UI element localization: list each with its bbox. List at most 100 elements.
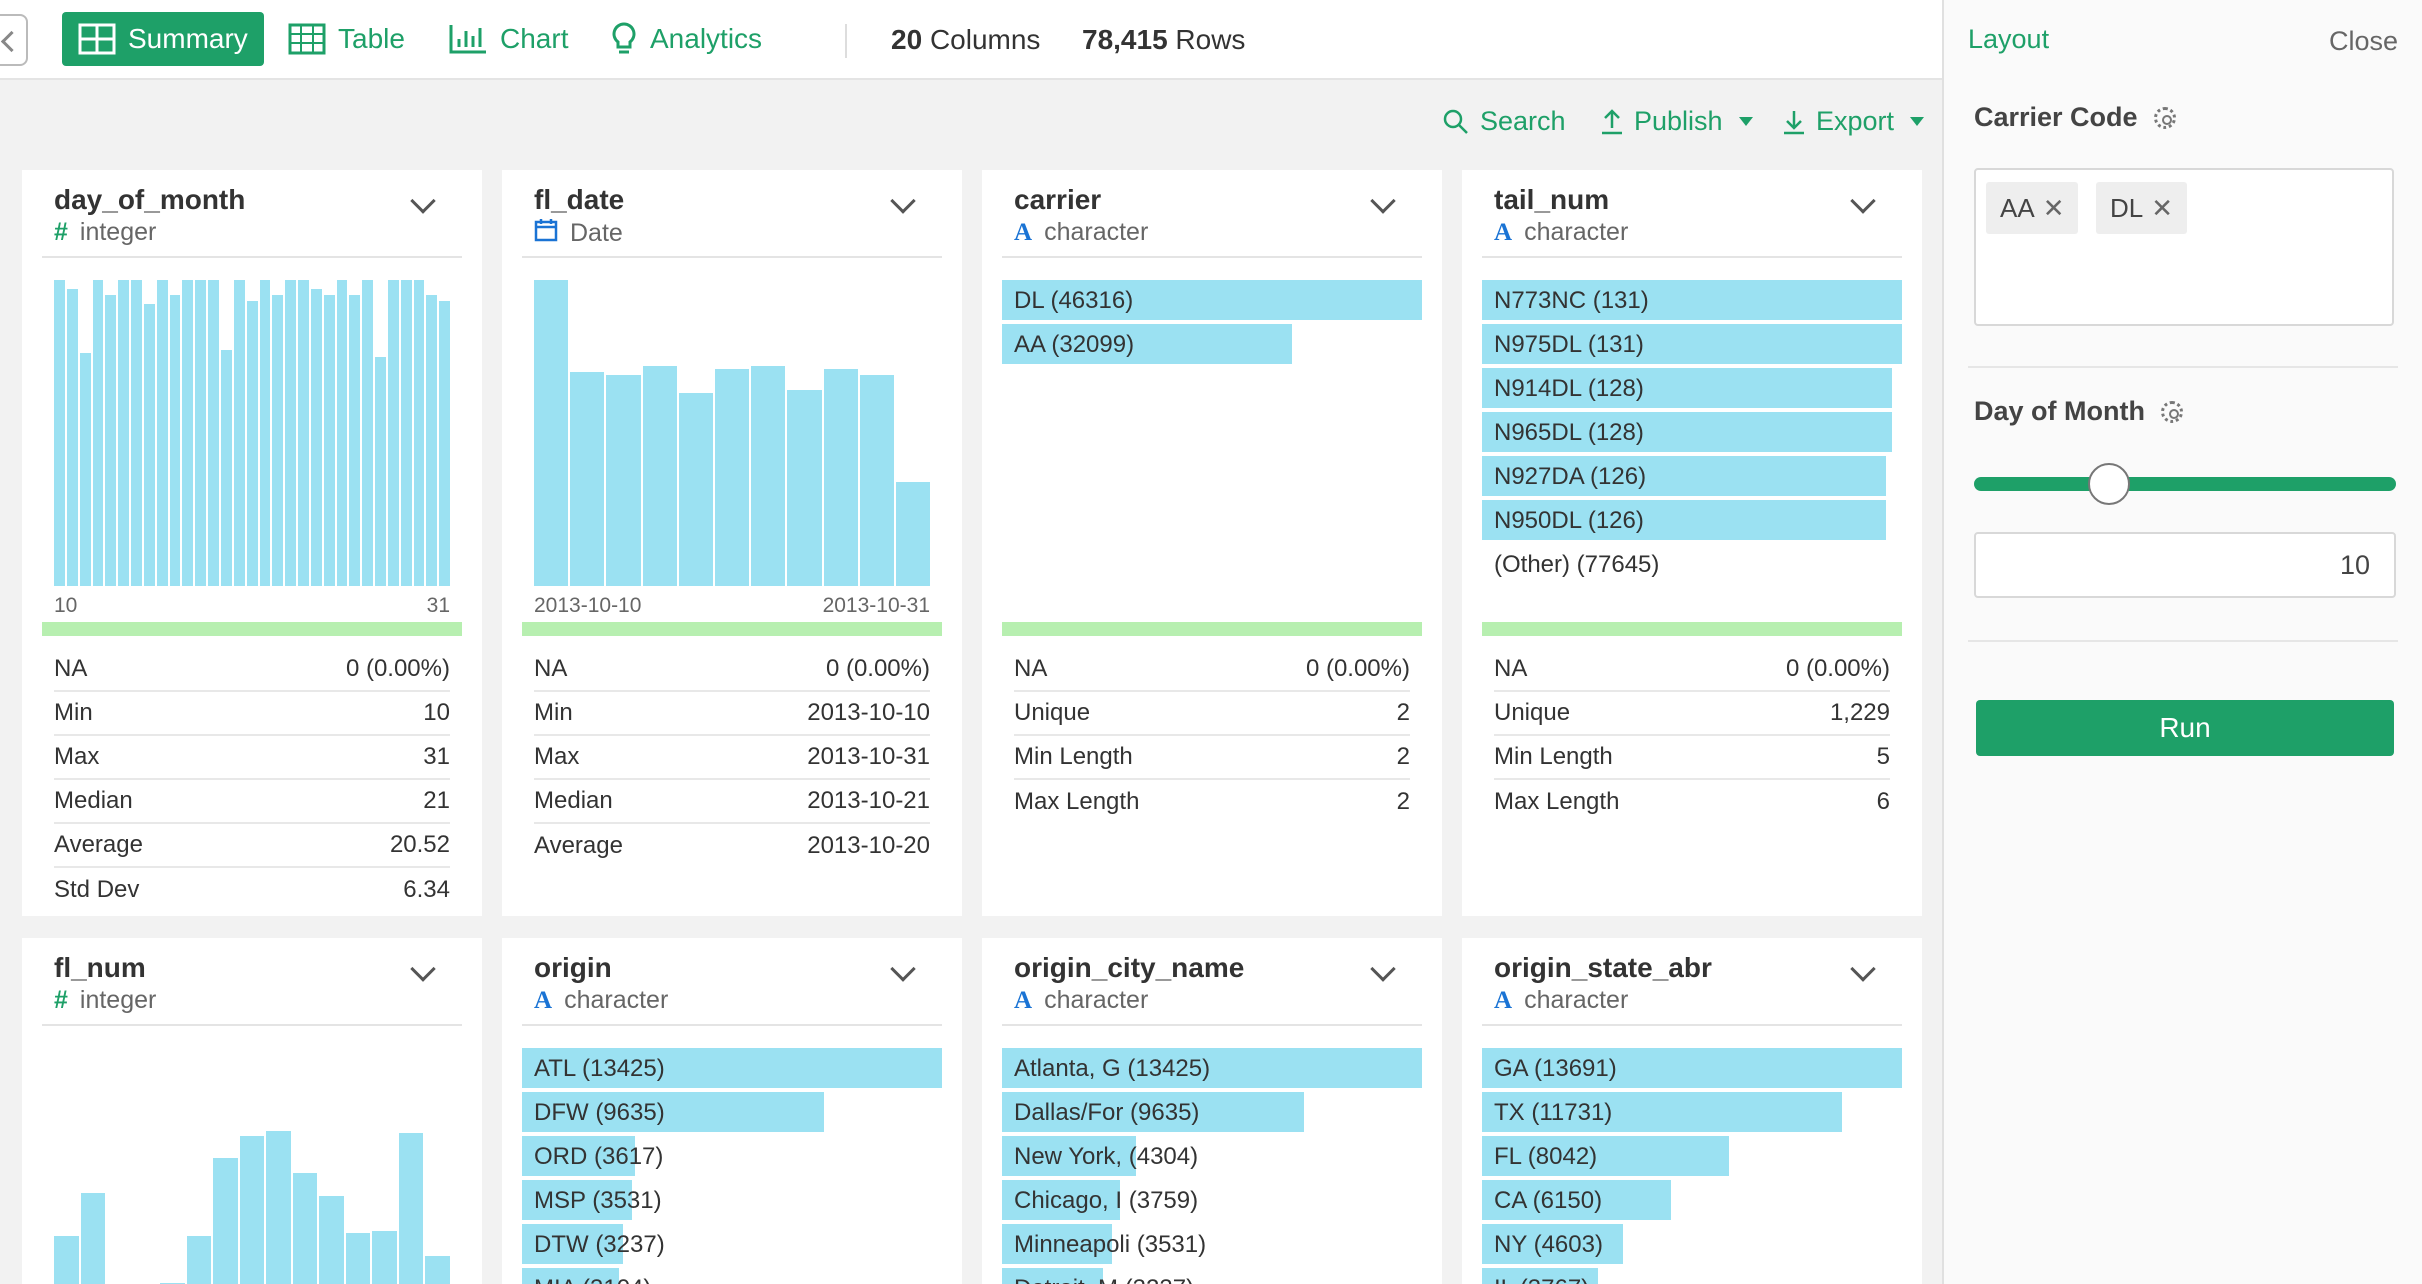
histogram-bar — [54, 1235, 79, 1284]
list-item[interactable]: ORD (3617) — [522, 1136, 942, 1176]
character-type-icon: A — [1494, 986, 1513, 1014]
list-item[interactable]: N965DL (128) — [1482, 412, 1902, 452]
list-item[interactable]: MSP (3531) — [522, 1180, 942, 1220]
histogram-bar — [323, 295, 335, 586]
publish-button[interactable]: Publish — [1600, 106, 1753, 137]
chevron-down-icon[interactable] — [890, 188, 916, 214]
histogram-bar — [272, 295, 284, 586]
list-item[interactable]: AA (32099) — [1002, 324, 1422, 364]
na-indicator-bar — [42, 622, 462, 636]
list-item[interactable]: New York, (4304) — [1002, 1136, 1422, 1176]
histogram — [534, 280, 931, 586]
list-item[interactable]: GA (13691) — [1482, 1048, 1902, 1088]
tab-table[interactable]: Table — [272, 12, 421, 66]
stat-row: NA 0 (0.00%) — [54, 648, 450, 692]
chevron-down-icon[interactable] — [410, 956, 436, 982]
list-item-label: ORD (3617) — [534, 1143, 664, 1170]
chevron-down-icon[interactable] — [1370, 956, 1396, 982]
list-item[interactable]: CA (6150) — [1482, 1180, 1902, 1220]
list-item[interactable]: MIA (3104) — [522, 1268, 942, 1284]
caret-down-icon — [1738, 117, 1753, 126]
column-name: day_of_month — [54, 184, 246, 215]
list-item[interactable]: FL (8042) — [1482, 1136, 1902, 1176]
list-item[interactable]: ATL (13425) — [522, 1048, 942, 1088]
frequency-bar — [522, 1224, 624, 1264]
list-item-label: DTW (3237) — [534, 1231, 665, 1258]
histogram-bar — [859, 374, 894, 586]
histogram-bar — [570, 371, 605, 586]
character-type-icon: A — [1494, 218, 1513, 246]
histogram-bar — [751, 365, 786, 586]
list-item[interactable]: DFW (9635) — [522, 1092, 942, 1132]
list-item[interactable]: NY (4603) — [1482, 1224, 1902, 1264]
column-type-label: character — [1044, 218, 1149, 246]
run-button[interactable]: Run — [1976, 700, 2394, 756]
character-type-icon: A — [534, 986, 553, 1014]
frequency-bar — [1482, 1224, 1624, 1264]
frequency-bar — [1482, 456, 1887, 496]
list-item[interactable]: Detroit, M (3237) — [1002, 1268, 1422, 1284]
slider-handle[interactable] — [2088, 463, 2131, 505]
list-item[interactable]: Atlanta, G (13425) — [1002, 1048, 1422, 1088]
histogram-bar — [400, 280, 412, 586]
tab-summary[interactable]: Summary — [62, 12, 264, 66]
column-name: fl_date — [534, 184, 625, 215]
list-item[interactable]: DL (46316) — [1002, 280, 1422, 320]
column-header: fl_num # integer — [42, 938, 462, 1026]
tab-chart[interactable]: Chart — [432, 12, 584, 66]
export-button[interactable]: Export — [1782, 106, 1925, 137]
histogram-bar — [169, 295, 181, 586]
list-item[interactable]: IL (3767) — [1482, 1268, 1902, 1284]
list-item-label: IL (3767) — [1494, 1275, 1589, 1284]
character-type-icon: A — [1014, 218, 1033, 246]
column-name: tail_num — [1494, 184, 1610, 215]
list-item[interactable]: Minneapoli (3531) — [1002, 1224, 1422, 1264]
close-icon[interactable]: ✕ — [2042, 192, 2065, 223]
list-item[interactable]: N773NC (131) — [1482, 280, 1902, 320]
carrier-code-select[interactable]: AA ✕ DL ✕ — [1974, 168, 2394, 326]
list-item[interactable]: TX (11731) — [1482, 1092, 1902, 1132]
na-indicator-bar — [1482, 622, 1902, 636]
list-item[interactable]: N914DL (128) — [1482, 368, 1902, 408]
list-item[interactable]: N927DA (126) — [1482, 456, 1902, 496]
close-button[interactable]: Close — [2328, 26, 2398, 56]
search-button[interactable]: Search — [1442, 106, 1566, 137]
chevron-down-icon[interactable] — [1850, 188, 1876, 214]
chevron-down-icon[interactable] — [890, 956, 916, 982]
close-icon[interactable]: ✕ — [2151, 192, 2174, 223]
list-item[interactable]: Dallas/For (9635) — [1002, 1092, 1422, 1132]
gear-icon[interactable] — [2153, 106, 2176, 129]
back-button[interactable] — [0, 14, 28, 66]
list-item-label: N773NC (131) — [1494, 287, 1649, 314]
na-indicator-bar — [522, 622, 942, 636]
stat-row: Median 21 — [54, 780, 450, 824]
day-of-month-slider[interactable] — [1974, 477, 2396, 491]
list-item[interactable]: N950DL (126) — [1482, 500, 1902, 540]
chevron-down-icon[interactable] — [1370, 188, 1396, 214]
day-of-month-input[interactable] — [1974, 532, 2396, 598]
list-item[interactable]: DTW (3237) — [522, 1224, 942, 1264]
stat-value: 2 — [1396, 743, 1410, 770]
rows-count-label: Rows — [1175, 24, 1246, 55]
histogram-bar — [398, 1133, 424, 1284]
list-item[interactable]: N975DL (131) — [1482, 324, 1902, 364]
list-item-label: DFW (9635) — [534, 1099, 665, 1126]
histogram-bar — [425, 1255, 450, 1284]
chevron-down-icon[interactable] — [1850, 956, 1876, 982]
tab-analytics[interactable]: Analytics — [594, 12, 778, 66]
list-item[interactable]: Chicago, I (3759) — [1002, 1180, 1422, 1220]
histogram-bar — [285, 280, 297, 586]
stat-row: Max Length 6 — [1494, 780, 1890, 824]
list-item-label: MIA (3104) — [534, 1275, 651, 1284]
stat-value: 5 — [1876, 743, 1890, 770]
stat-value: 2013-10-31 — [807, 743, 930, 770]
gear-icon[interactable] — [2160, 400, 2183, 423]
list-item[interactable]: (Other) (77645) — [1482, 544, 1902, 584]
column-card-day_of_month: day_of_month # integer 10 31 NA 0 (0.00%) Min 10… — [22, 170, 482, 916]
chevron-down-icon[interactable] — [410, 188, 436, 214]
toolbar-divider — [845, 24, 847, 58]
